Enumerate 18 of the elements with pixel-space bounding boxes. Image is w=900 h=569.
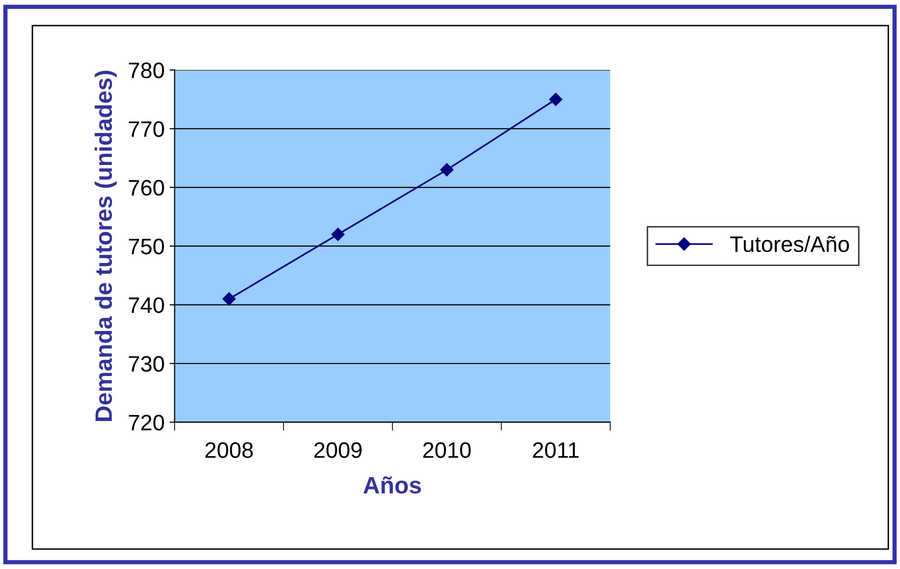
y-tick-label: 760 bbox=[128, 180, 164, 196]
y-tick-label: 750 bbox=[128, 238, 164, 254]
legend-label: Tutores/Año bbox=[730, 236, 849, 252]
x-tick-label: 2009 bbox=[314, 442, 362, 458]
point bbox=[440, 163, 454, 176]
x-tick-label: 2008 bbox=[205, 442, 253, 458]
x-axis-title: Años bbox=[363, 476, 421, 494]
y-tick-label: 730 bbox=[128, 356, 164, 372]
point bbox=[549, 92, 562, 106]
y-axis-title: Demanda de tutores (unidades) bbox=[94, 70, 117, 421]
point bbox=[331, 228, 345, 241]
y-tick-label: 780 bbox=[128, 62, 164, 78]
x-tick-label: 2011 bbox=[532, 442, 579, 458]
x-tick-label: 2010 bbox=[423, 442, 471, 458]
y-tick-label: 740 bbox=[128, 297, 164, 314]
point bbox=[222, 292, 236, 306]
y-tick-label: 720 bbox=[128, 414, 164, 430]
y-tick-label: 770 bbox=[128, 121, 164, 137]
